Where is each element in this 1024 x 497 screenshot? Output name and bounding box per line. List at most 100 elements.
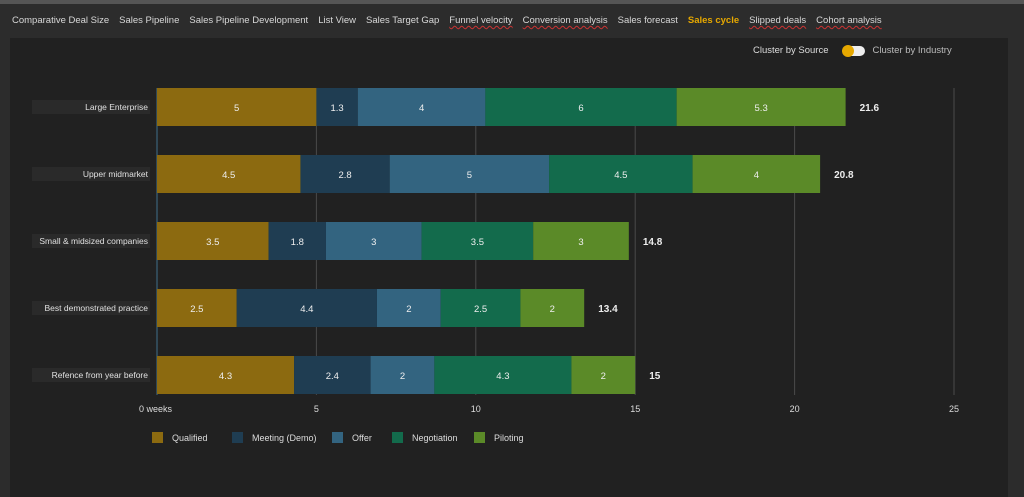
tab-sales-target-gap[interactable]: Sales Target Gap — [366, 15, 440, 26]
x-tick-label: 0 weeks — [139, 404, 173, 414]
segment-value: 5 — [467, 170, 472, 181]
bar-segment-qualified — [157, 88, 317, 126]
legend-swatch — [392, 432, 403, 443]
bar-segment-piloting — [571, 356, 636, 394]
segment-value: 3.5 — [471, 237, 484, 248]
segment-value: 4.3 — [219, 371, 232, 382]
segment-value: 1.3 — [331, 103, 344, 114]
category-label-bg — [32, 234, 150, 248]
bar-segment-piloting — [520, 289, 585, 327]
tab-list-view[interactable]: List View — [318, 15, 357, 26]
tab-sales-forecast[interactable]: Sales forecast — [617, 15, 678, 26]
bar-segment-meeting-demo- — [294, 356, 371, 394]
bar-segment-negotiation — [549, 155, 693, 193]
segment-value: 5 — [234, 103, 239, 114]
segment-value: 6 — [578, 103, 583, 114]
legend-label: Offer — [352, 433, 372, 443]
bar-segment-meeting-demo- — [268, 222, 326, 260]
segment-value: 2 — [406, 304, 411, 315]
bar-segment-offer — [376, 289, 441, 327]
bar-segment-negotiation — [440, 289, 521, 327]
tab-sales-cycle[interactable]: Sales cycle — [687, 15, 740, 26]
cluster-by-source-label: Cluster by Source — [753, 45, 829, 56]
tab-cohort-analysis[interactable]: Cohort analysis — [816, 15, 882, 26]
x-tick-label: 15 — [630, 404, 640, 414]
window-top-border — [0, 0, 1024, 4]
category-label: Best demonstrated practice — [45, 303, 149, 313]
segment-value: 2 — [601, 371, 606, 382]
x-tick-label: 5 — [314, 404, 319, 414]
legend-swatch — [332, 432, 343, 443]
bar-segment-qualified — [157, 155, 301, 193]
bar-segment-meeting-demo- — [236, 289, 377, 327]
category-label: Large Enterprise — [85, 102, 148, 112]
segment-value: 2.5 — [474, 304, 487, 315]
x-tick-label: 25 — [949, 404, 959, 414]
segment-value: 5.3 — [755, 103, 768, 114]
tab-slipped-deals[interactable]: Slipped deals — [749, 15, 807, 26]
segment-value: 2.4 — [326, 371, 339, 382]
segment-value: 1.8 — [291, 237, 304, 248]
segment-value: 4 — [754, 170, 759, 181]
legend-label: Negotiation — [412, 433, 458, 443]
x-tick-label: 10 — [471, 404, 481, 414]
segment-value: 4.5 — [222, 170, 235, 181]
category-label: Upper midmarket — [83, 169, 149, 179]
segment-value: 2 — [550, 304, 555, 315]
segment-value: 3.5 — [206, 237, 219, 248]
bar-segment-piloting — [692, 155, 821, 193]
segment-value: 4.3 — [496, 371, 509, 382]
bar-segment-piloting — [533, 222, 629, 260]
legend-label: Qualified — [172, 433, 208, 443]
category-label-bg — [32, 167, 150, 181]
bar-segment-meeting-demo- — [300, 155, 390, 193]
bar-segment-meeting-demo- — [316, 88, 358, 126]
segment-value: 3 — [578, 237, 583, 248]
tab-conversion-analysis[interactable]: Conversion analysis — [522, 15, 608, 26]
segment-value: 4.5 — [614, 170, 627, 181]
segment-value: 4 — [419, 103, 424, 114]
segment-value: 2.8 — [338, 170, 351, 181]
segment-value: 4.4 — [300, 304, 313, 315]
category-label-bg — [32, 100, 150, 114]
row-total: 20.8 — [834, 170, 854, 181]
bar-segment-qualified — [157, 222, 269, 260]
bar-segment-offer — [389, 155, 550, 193]
tab-funnel-velocity[interactable]: Funnel velocity — [449, 15, 513, 26]
segment-value: 2.5 — [190, 304, 203, 315]
tab-sales-pipeline[interactable]: Sales Pipeline — [119, 15, 180, 26]
row-total: 21.6 — [860, 103, 880, 114]
legend-swatch — [152, 432, 163, 443]
bar-segment-piloting — [676, 88, 846, 126]
category-label-bg — [32, 368, 150, 382]
cluster-toggle: Cluster by Source Cluster by Industry — [753, 44, 952, 57]
cluster-by-industry-label: Cluster by Industry — [872, 45, 952, 56]
legend-swatch — [474, 432, 485, 443]
tab-sales-pipeline-development[interactable]: Sales Pipeline Development — [189, 15, 309, 26]
bar-segment-offer — [357, 88, 486, 126]
category-label: Refence from year before — [52, 370, 149, 380]
row-total: 13.4 — [598, 304, 618, 315]
category-label: Small & midsized companies — [39, 236, 148, 246]
bar-segment-negotiation — [485, 88, 677, 126]
bar-segment-negotiation — [434, 356, 572, 394]
bar-segment-qualified — [157, 289, 237, 327]
bar-segment-qualified — [157, 356, 295, 394]
report-tabs: Comparative Deal Size Sales Pipeline Sales… — [12, 15, 892, 26]
bar-segment-negotiation — [421, 222, 534, 260]
bar-segment-offer — [370, 356, 435, 394]
switch-knob — [841, 44, 854, 57]
tab-comparative-deal-size[interactable]: Comparative Deal Size — [12, 15, 110, 26]
row-total: 14.8 — [643, 237, 663, 248]
legend-label: Piloting — [494, 433, 524, 443]
row-total: 15 — [649, 371, 661, 382]
category-label-bg — [32, 301, 150, 315]
segment-value: 2 — [400, 371, 405, 382]
cluster-switch[interactable] — [841, 44, 865, 57]
segment-value: 3 — [371, 237, 376, 248]
legend-label: Meeting (Demo) — [252, 433, 317, 443]
legend-swatch — [232, 432, 243, 443]
x-tick-label: 20 — [790, 404, 800, 414]
bar-segment-offer — [325, 222, 422, 260]
